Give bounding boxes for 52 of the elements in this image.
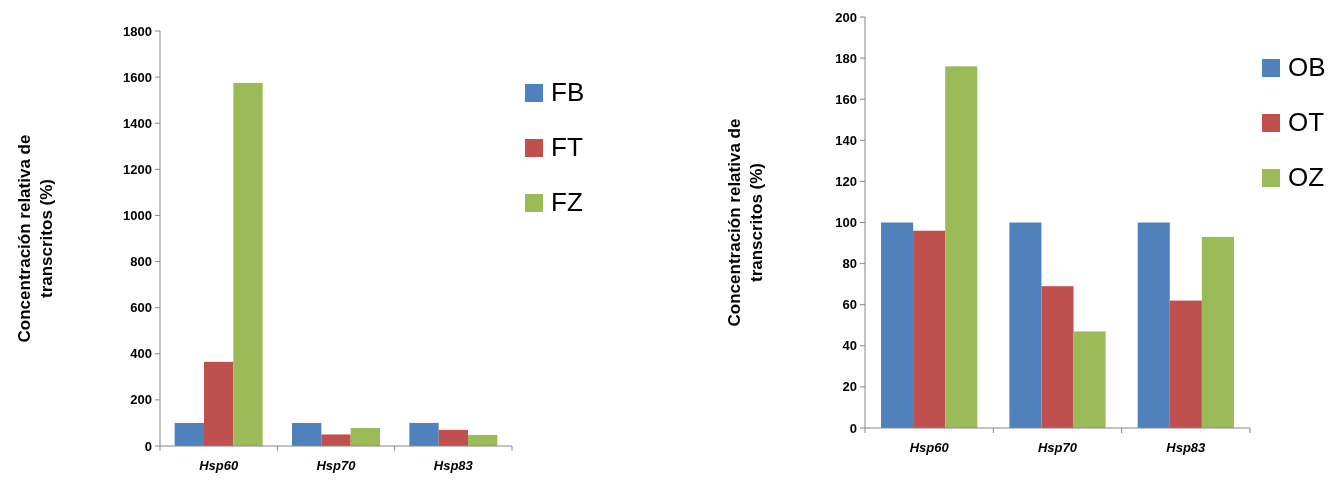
y-tick-label: 1800 bbox=[123, 23, 152, 39]
bar bbox=[233, 82, 263, 446]
legend-label: FT bbox=[551, 132, 583, 163]
legend-label: FB bbox=[551, 77, 585, 108]
bar bbox=[881, 222, 914, 428]
bar bbox=[438, 429, 468, 446]
legend-label: OZ bbox=[1288, 162, 1325, 193]
y-tick-label: 400 bbox=[130, 346, 152, 362]
x-tick-label: Hsp70 bbox=[1037, 440, 1078, 455]
bar bbox=[1041, 286, 1074, 428]
bar bbox=[945, 66, 978, 428]
bar bbox=[409, 422, 439, 446]
bar bbox=[1009, 222, 1042, 428]
bar bbox=[913, 230, 946, 428]
y-tick-label: 1200 bbox=[123, 161, 152, 177]
y-tick-label: 100 bbox=[835, 215, 857, 231]
y-tick-label: 20 bbox=[842, 379, 857, 395]
bar bbox=[1073, 331, 1106, 428]
legend-label: OT bbox=[1288, 107, 1325, 138]
y-tick-label: 800 bbox=[130, 254, 152, 270]
legend-label: OB bbox=[1288, 52, 1326, 83]
bar bbox=[204, 361, 234, 446]
y-tick-label: 140 bbox=[835, 132, 857, 148]
y-tick-label: 200 bbox=[835, 9, 857, 25]
x-tick-label: Hsp70 bbox=[316, 458, 357, 473]
y-tick-label: 1400 bbox=[123, 115, 152, 131]
y-tick-label: 0 bbox=[144, 438, 152, 454]
y-tick-label: 120 bbox=[835, 173, 857, 189]
x-tick-label: Hsp83 bbox=[1166, 440, 1207, 455]
y-tick-label: 600 bbox=[130, 300, 152, 316]
bar bbox=[1169, 300, 1202, 428]
bar bbox=[350, 428, 380, 446]
bar bbox=[292, 422, 322, 446]
y-tick-label: 80 bbox=[842, 256, 857, 272]
y-axis-title: Concentración relativa de transcritos (%) bbox=[725, 118, 766, 327]
legend-label: FZ bbox=[551, 187, 583, 218]
y-tick-label: 60 bbox=[842, 297, 857, 313]
y-tick-label: 200 bbox=[130, 392, 152, 408]
y-axis-title: Concentración relativa de transcritos (%) bbox=[15, 134, 56, 343]
bar bbox=[1137, 222, 1170, 428]
bar bbox=[321, 434, 351, 446]
x-tick-label: Hsp83 bbox=[433, 458, 474, 473]
bar bbox=[174, 422, 204, 446]
x-tick-label: Hsp60 bbox=[909, 440, 950, 455]
y-tick-label: 1000 bbox=[123, 207, 152, 223]
y-tick-label: 40 bbox=[842, 338, 857, 354]
y-tick-label: 180 bbox=[835, 50, 857, 66]
y-tick-label: 160 bbox=[835, 91, 857, 107]
y-tick-label: 1600 bbox=[123, 69, 152, 85]
bar bbox=[1201, 236, 1234, 428]
y-tick-label: 0 bbox=[849, 420, 857, 436]
x-tick-label: Hsp60 bbox=[199, 458, 239, 473]
